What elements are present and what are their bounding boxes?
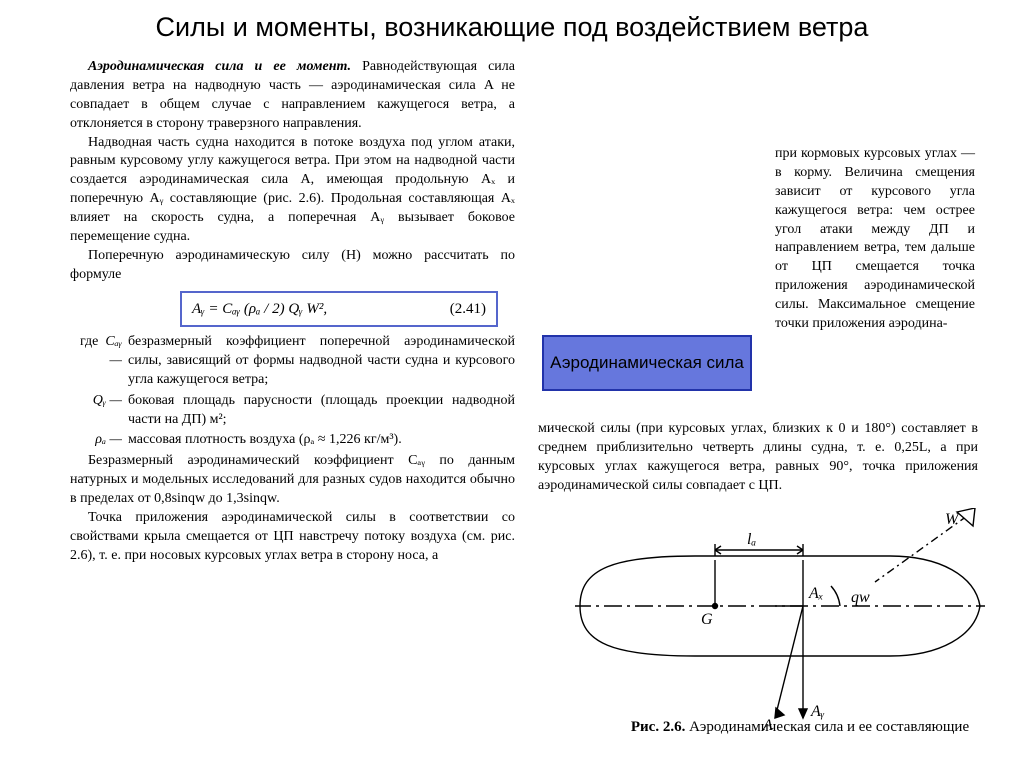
para-1-bold: Аэродинамическая сила и ее момент. xyxy=(88,59,351,74)
para-3: Поперечную аэродинамическую силу (Н) мож… xyxy=(70,247,515,285)
label-ax: Aₓ xyxy=(808,585,823,602)
where-block: где Cₐᵧ — безразмерный коэффициент попер… xyxy=(70,333,515,450)
where-sym-1: Cₐᵧ — xyxy=(105,334,122,368)
page-title: Силы и моменты, возникающие под воздейст… xyxy=(0,0,1024,51)
label-g: G xyxy=(701,611,713,628)
left-column: Аэродинамическая сила и ее момент. Равно… xyxy=(70,58,515,566)
para-2: Надводная часть судна находится в потоке… xyxy=(70,134,515,247)
figure-caption: Рис. 2.6. Аэродинамическая сила и ее сос… xyxy=(620,718,980,738)
where-label: где Cₐᵧ — xyxy=(70,333,128,390)
label-la: lₐ xyxy=(747,531,756,548)
right-column-mid: мической силы (при курсовых углах, близк… xyxy=(538,420,978,496)
callout-box: Аэродинамическая сила xyxy=(542,335,752,391)
where-word: где xyxy=(80,334,98,349)
where-sym-3: ρₐ — xyxy=(70,431,128,450)
formula-box: Aᵧ = Cₐᵧ (ρₐ / 2) Qᵧ W², (2.41) xyxy=(180,291,498,327)
figcap-rest: Аэродинамическая сила и ее составляющие xyxy=(685,719,969,735)
formula-number: (2.41) xyxy=(450,299,486,319)
para-4: Безразмерный аэродинамический коэффициен… xyxy=(70,452,515,509)
ship-diagram: W lₐ Aₓ qw G A Aᵧ xyxy=(575,508,985,738)
where-text-2: боковая площадь парусности (площадь прое… xyxy=(128,392,515,430)
label-w: W xyxy=(945,511,960,528)
formula-text: Aᵧ = Cₐᵧ (ρₐ / 2) Qᵧ W², xyxy=(192,299,327,319)
para-1: Аэродинамическая сила и ее момент. Равно… xyxy=(70,58,515,134)
where-sym-2: Qᵧ — xyxy=(70,392,128,430)
right-column-top: при кормовых курсовых углах — в корму. В… xyxy=(775,145,975,334)
where-text-3: массовая плотность воздуха (ρₐ ≈ 1,226 к… xyxy=(128,431,515,450)
figcap-bold: Рис. 2.6. xyxy=(631,719,685,735)
where-text-1: безразмерный коэффициент поперечной аэро… xyxy=(128,333,515,390)
para-5: Точка приложения аэродинамической силы в… xyxy=(70,509,515,566)
label-qw: qw xyxy=(851,589,870,606)
